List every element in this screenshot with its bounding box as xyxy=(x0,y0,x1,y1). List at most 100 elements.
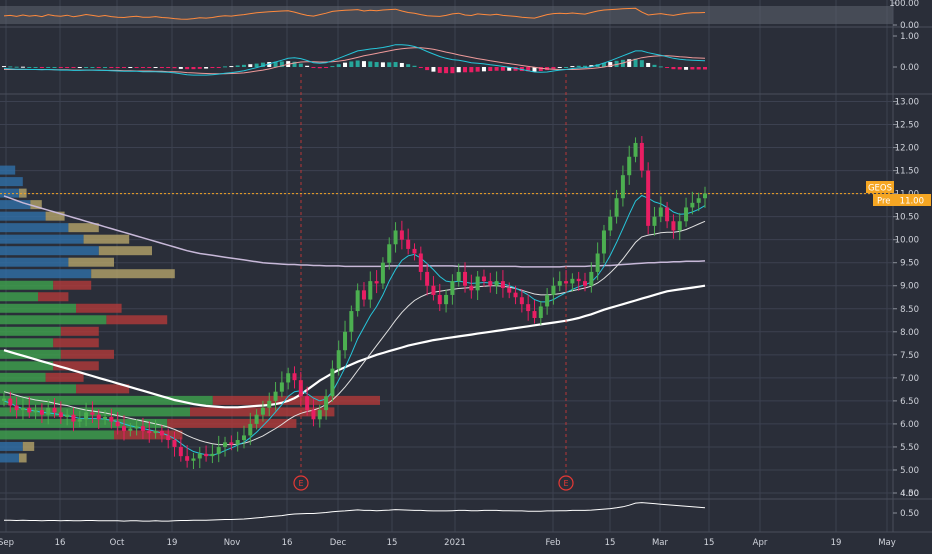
earnings-marker-circle xyxy=(558,475,574,491)
candle-body xyxy=(229,442,234,445)
candle-body xyxy=(330,368,335,397)
candle-body xyxy=(52,407,57,413)
macd-histogram-bar xyxy=(121,67,126,68)
candle-body xyxy=(589,271,594,286)
ma-mid-line xyxy=(3,220,706,446)
candle-body xyxy=(639,142,644,171)
time-tick-label: Mar xyxy=(652,538,669,548)
macd-histogram-bar xyxy=(172,67,177,69)
candle-body xyxy=(191,458,196,461)
macd-histogram-bar xyxy=(500,67,505,71)
macd-histogram-bar xyxy=(608,62,613,67)
macd-histogram-bar xyxy=(589,65,594,67)
macd-histogram-bar xyxy=(305,65,310,67)
macd-histogram-bar xyxy=(380,62,385,67)
volume-profile-bar-down xyxy=(38,292,69,302)
volume-profile-bar-down xyxy=(167,418,297,428)
macd-histogram-bar xyxy=(633,58,638,67)
macd-histogram-bar xyxy=(241,64,246,67)
macd-histogram-bar xyxy=(488,67,493,72)
macd-histogram-bar xyxy=(564,67,569,68)
macd-histogram-bar xyxy=(412,65,417,67)
macd-histogram-bar xyxy=(223,66,228,68)
earnings-marker-label: E xyxy=(298,479,303,488)
candle-body xyxy=(103,417,108,420)
macd-histogram-bar xyxy=(469,67,474,73)
candle-body xyxy=(380,262,385,284)
macd-histogram-bar xyxy=(368,61,373,67)
candle-body xyxy=(159,430,164,436)
macd-tick-label: 0.00 xyxy=(900,63,919,73)
candle-body xyxy=(241,435,246,441)
price-tick-label: 9.00 xyxy=(900,282,919,292)
price-tick-label: 10.50 xyxy=(895,213,919,223)
price-tick-label: 12.50 xyxy=(895,121,919,131)
macd-histogram-bar xyxy=(349,61,354,67)
rsi-panel xyxy=(0,6,893,24)
macd-histogram-bar xyxy=(387,62,392,67)
candle-body xyxy=(96,414,101,420)
macd-histogram-bar xyxy=(2,66,6,68)
macd-histogram-bar xyxy=(355,60,360,67)
macd-histogram-bar xyxy=(526,67,531,72)
price-tick-label: 9.50 xyxy=(900,259,919,269)
candle-body xyxy=(71,414,76,422)
candle-body xyxy=(444,294,449,305)
candle-body xyxy=(121,426,126,431)
time-axis: Sep 16 Oct 19 Nov 16 Dec 15 2021 Feb 15 Mar 15 Apr 19 M… xyxy=(0,538,896,548)
candle-body xyxy=(684,207,689,222)
candle-body xyxy=(8,398,13,406)
candle-body xyxy=(601,230,606,254)
time-tick-label: May xyxy=(878,538,896,548)
macd-histogram-bar xyxy=(147,67,152,68)
price-tick-label: 5.50 xyxy=(900,443,919,453)
macd-histogram-bar xyxy=(197,67,202,69)
macd-histogram-bar xyxy=(292,61,297,67)
candle-body xyxy=(248,423,253,436)
candle-body xyxy=(532,311,537,318)
volume-profile-bar-up xyxy=(0,418,168,428)
candle-body xyxy=(216,446,221,454)
macd-panel xyxy=(2,44,707,76)
ma-200-line xyxy=(3,195,706,268)
volume-profile-bar-up xyxy=(0,211,46,221)
candle-body xyxy=(292,373,297,381)
price-tick-label: 6.00 xyxy=(900,420,919,430)
candle-body xyxy=(494,281,499,286)
macd-histogram-bar xyxy=(191,67,196,70)
candle-body xyxy=(564,281,569,284)
macd-histogram-bar xyxy=(216,67,221,68)
macd-histogram-bar xyxy=(128,67,133,68)
candle-body xyxy=(349,311,354,332)
macd-tick-label: 1.00 xyxy=(900,32,919,42)
macd-histogram-bar xyxy=(677,67,682,70)
candle-body xyxy=(204,453,209,457)
volume-profile-bar-up xyxy=(0,315,107,325)
time-tick-label: 19 xyxy=(167,538,178,548)
macd-histogram-bar xyxy=(576,65,581,67)
volume-profile-bar-down xyxy=(83,234,130,244)
candle-body xyxy=(343,331,348,351)
macd-histogram-bar xyxy=(178,67,183,69)
volume-profile-bar-up xyxy=(0,223,69,233)
candle-body xyxy=(696,198,701,203)
volume-line xyxy=(4,502,706,522)
candle-body xyxy=(235,440,240,445)
rsi-line xyxy=(3,7,706,20)
macd-histogram-bar xyxy=(665,67,670,68)
macd-histogram-bar xyxy=(229,66,234,68)
volume-profile-bar-down xyxy=(60,326,99,336)
macd-histogram-bar xyxy=(65,67,70,68)
macd-histogram-bar xyxy=(639,60,644,67)
macd-histogram-bar xyxy=(153,67,158,68)
volume-profile-bar-down xyxy=(76,384,130,394)
candle-body xyxy=(355,290,360,312)
candle-body xyxy=(267,400,272,408)
candle-body xyxy=(608,216,613,231)
macd-histogram-bar xyxy=(646,62,651,67)
candle-body xyxy=(627,156,632,176)
candle-body xyxy=(58,412,63,418)
macd-histogram-bar xyxy=(140,67,145,68)
candle-body xyxy=(690,202,695,208)
